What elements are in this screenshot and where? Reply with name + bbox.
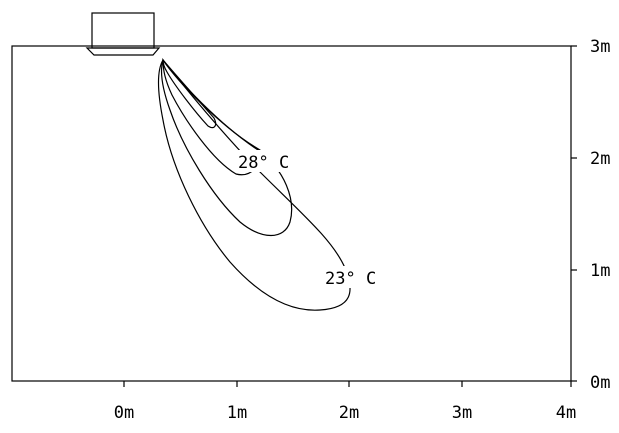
x-tick-label-0m: 0m [114,403,134,423]
y-tick-label-1m: 1m [590,261,610,281]
x-tick-label-1m: 1m [227,403,247,423]
isotherm-label-28c: 28° C [238,153,289,173]
room-outline [11,45,572,382]
isotherm-contour-inner [162,58,261,176]
x-tick-label-3m: 3m [452,403,472,423]
y-tick-label-2m: 2m [590,149,610,169]
x-tick-label-2m: 2m [339,403,359,423]
isotherm-contour-middle [160,58,293,236]
outlet-unit-nozzle [85,47,161,56]
isotherm-contour-outer [157,58,351,311]
outlet-unit-box [91,12,155,49]
x-tick-label-4m: 4m [556,403,576,423]
isotherm-label-23c: 23° C [325,269,376,289]
label-bg-outer [323,266,389,288]
label-bg-inner [236,150,302,172]
y-tick-label-0m: 0m [590,373,610,393]
y-tick-label-3m: 3m [590,37,610,57]
isotherm-contour-core [162,58,217,129]
